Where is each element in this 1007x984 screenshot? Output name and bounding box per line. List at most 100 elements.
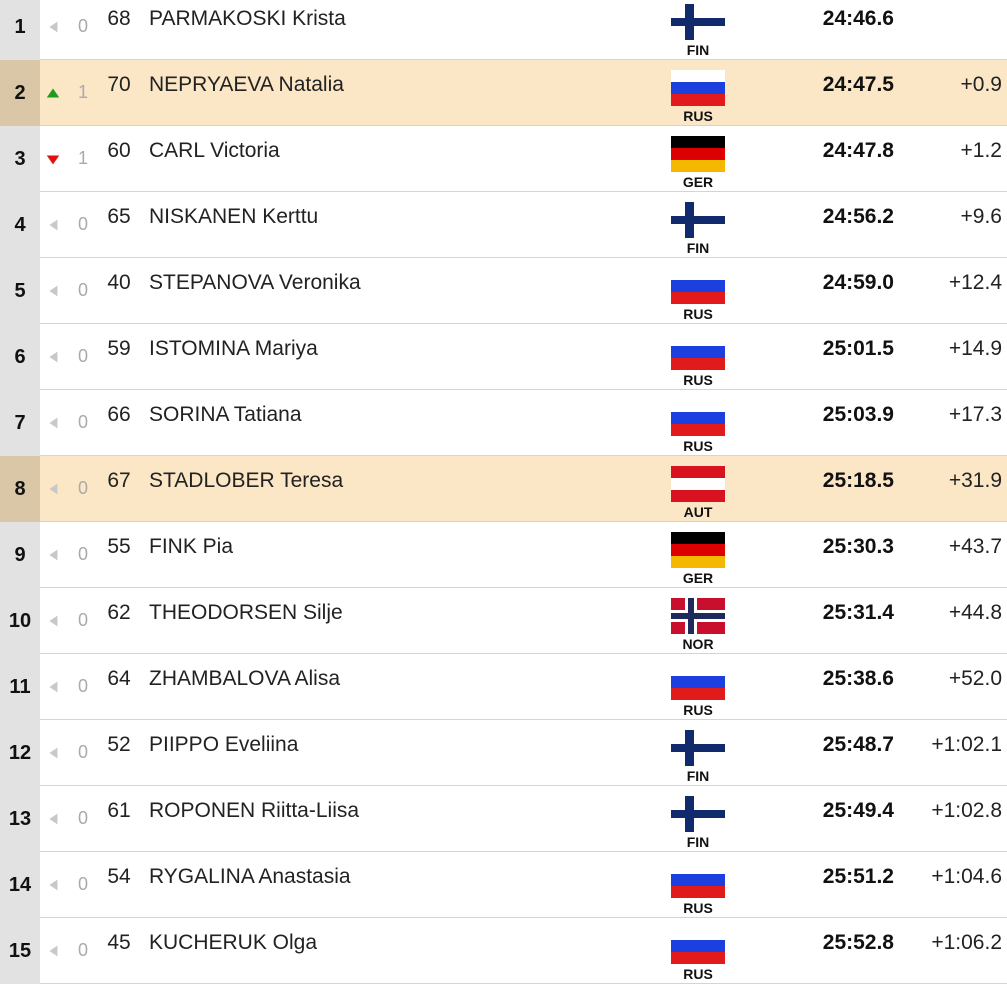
- change-arrow: [49, 417, 58, 429]
- time: 24:47.8: [822, 139, 894, 162]
- rank: 2: [0, 60, 40, 126]
- time-behind: +12.4: [948, 271, 1002, 294]
- flag: [671, 4, 725, 40]
- time: 24:59.0: [822, 271, 894, 294]
- athlete-name: NISKANEN Kerttu: [149, 205, 319, 228]
- time: 25:48.7: [822, 733, 894, 756]
- athlete-name: RYGALINA Anastasia: [149, 865, 351, 888]
- time-behind: +9.6: [960, 205, 1002, 228]
- result-row: 2 1 70 NEPRYAEVA Natalia RUS 24:47.5 +0.9: [0, 60, 1007, 126]
- nation-code: RUS: [683, 306, 713, 322]
- change-arrow: [49, 615, 58, 627]
- bib: 68: [107, 7, 131, 30]
- time-behind: +1:02.1: [931, 733, 1002, 756]
- change-arrow: [49, 351, 58, 363]
- change-arrow: [49, 285, 58, 297]
- rank: 7: [0, 390, 40, 456]
- change-arrow: [49, 681, 58, 693]
- result-row: 9 0 55 FINK Pia GER 25:30.3 +43.7: [0, 522, 1007, 588]
- flag: [671, 334, 725, 370]
- athlete-name: SORINA Tatiana: [149, 403, 302, 426]
- rank: 9: [0, 522, 40, 588]
- flag: [671, 730, 725, 766]
- nation-code: RUS: [683, 900, 713, 916]
- change-arrow: [46, 88, 60, 98]
- time: 25:52.8: [822, 931, 894, 954]
- rank: 12: [0, 720, 40, 786]
- bib: 40: [107, 271, 131, 294]
- flag: [671, 400, 725, 436]
- time: 25:51.2: [822, 865, 894, 888]
- bib: 60: [107, 139, 131, 162]
- rank: 10: [0, 588, 40, 654]
- rank: 5: [0, 258, 40, 324]
- result-row: 1 0 68 PARMAKOSKI Krista FIN 24:46.6: [0, 0, 1007, 60]
- bib: 54: [107, 865, 131, 888]
- bib: 62: [107, 601, 131, 624]
- athlete-name: NEPRYAEVA Natalia: [149, 73, 344, 96]
- bib: 66: [107, 403, 131, 426]
- rank-change: 0: [77, 676, 88, 696]
- rank: 3: [0, 126, 40, 192]
- change-arrow: [49, 945, 58, 957]
- change-arrow: [49, 21, 58, 33]
- athlete-name: PIIPPO Eveliina: [149, 733, 299, 756]
- flag: [671, 862, 725, 898]
- flag: [671, 466, 725, 502]
- athlete-name: STADLOBER Teresa: [149, 469, 344, 492]
- time: 25:03.9: [822, 403, 894, 426]
- flag: [671, 70, 725, 106]
- change-arrow: [49, 813, 58, 825]
- result-row: 11 0 64 ZHAMBALOVA Alisa RUS 25:38.6 +52.0: [0, 654, 1007, 720]
- rank-change: 0: [77, 742, 88, 762]
- result-row: 14 0 54 RYGALINA Anastasia RUS 25:51.2 +1:04.6: [0, 852, 1007, 918]
- time: 24:46.6: [822, 7, 894, 30]
- change-arrow: [49, 483, 58, 495]
- change-arrow: [46, 155, 60, 165]
- time-behind: +17.3: [948, 403, 1002, 426]
- time-behind: +0.9: [960, 73, 1002, 96]
- nation-code: FIN: [686, 42, 710, 58]
- athlete-name: ZHAMBALOVA Alisa: [149, 667, 341, 690]
- time: 25:31.4: [822, 601, 894, 624]
- change-arrow: [49, 879, 58, 891]
- athlete-name: THEODORSEN Silje: [149, 601, 343, 624]
- time-behind: +44.8: [948, 601, 1002, 624]
- bib: 65: [107, 205, 131, 228]
- bib: 64: [107, 667, 131, 690]
- nation-code: FIN: [686, 768, 710, 784]
- result-row: 7 0 66 SORINA Tatiana RUS 25:03.9 +17.3: [0, 390, 1007, 456]
- time-behind: +1:06.2: [931, 931, 1002, 954]
- rank-change: 0: [77, 412, 88, 432]
- time-behind: +1.2: [960, 139, 1002, 162]
- athlete-name: CARL Victoria: [149, 139, 280, 162]
- result-row: 15 0 45 KUCHERUK Olga RUS 25:52.8 +1:06.2: [0, 918, 1007, 984]
- nation-code: FIN: [686, 834, 710, 850]
- nation-code: FIN: [686, 240, 710, 256]
- rank-change: 0: [77, 940, 88, 960]
- change-arrow: [49, 747, 58, 759]
- bib: 59: [107, 337, 131, 360]
- flag: [671, 268, 725, 304]
- result-row: 8 0 67 STADLOBER Teresa AUT 25:18.5 +31.9: [0, 456, 1007, 522]
- rank-change: 0: [77, 874, 88, 894]
- time: 25:30.3: [822, 535, 894, 558]
- nation-code: GER: [682, 174, 714, 190]
- change-arrow: [49, 219, 58, 231]
- bib: 55: [107, 535, 131, 558]
- nation-code: RUS: [683, 702, 713, 718]
- flag: [671, 532, 725, 568]
- time-behind: +43.7: [948, 535, 1002, 558]
- rank: 1: [0, 0, 40, 60]
- nation-code: RUS: [683, 438, 713, 454]
- result-row: 4 0 65 NISKANEN Kerttu FIN 24:56.2 +9.6: [0, 192, 1007, 258]
- nation-code: RUS: [683, 372, 713, 388]
- rank: 8: [0, 456, 40, 522]
- time: 24:56.2: [822, 205, 894, 228]
- rank: 11: [0, 654, 40, 720]
- rank-change: 1: [77, 82, 88, 102]
- rank: 13: [0, 786, 40, 852]
- rank: 6: [0, 324, 40, 390]
- result-row: 10 0 62 THEODORSEN Silje NOR 25:31.4 +44.8: [0, 588, 1007, 654]
- flag: [671, 598, 725, 634]
